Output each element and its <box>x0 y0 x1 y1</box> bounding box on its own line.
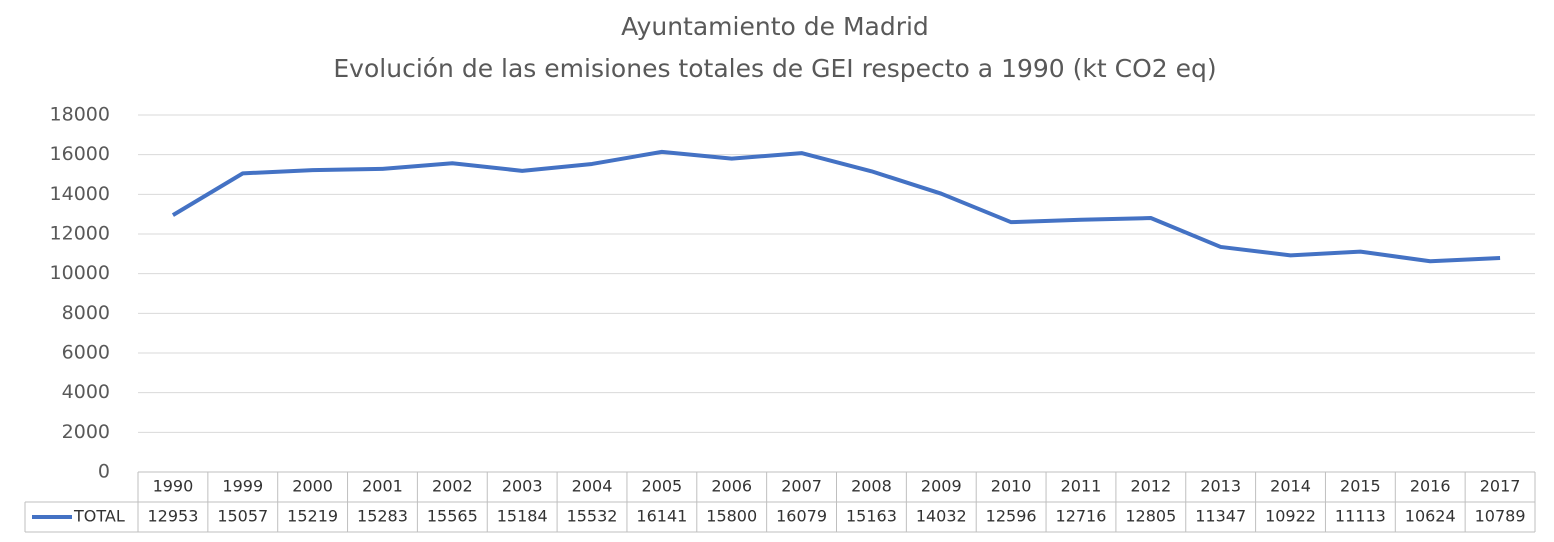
table-value: 11347 <box>1195 507 1246 526</box>
y-tick-label: 12000 <box>50 223 110 245</box>
x-tick-label: 2017 <box>1480 477 1521 496</box>
y-tick-label: 14000 <box>50 183 110 205</box>
table-value: 16079 <box>776 507 827 526</box>
x-tick-label: 2004 <box>572 477 613 496</box>
table-value: 15184 <box>497 507 548 526</box>
table-value: 15057 <box>217 507 268 526</box>
x-tick-label: 2003 <box>502 477 543 496</box>
legend-label: TOTAL <box>73 507 125 526</box>
table-value: 15283 <box>357 507 408 526</box>
y-tick-label: 10000 <box>50 262 110 284</box>
x-tick-label: 1999 <box>222 477 263 496</box>
table-value: 11113 <box>1335 507 1386 526</box>
y-tick-label: 4000 <box>62 381 110 403</box>
x-tick-label: 2010 <box>991 477 1032 496</box>
x-tick-label: 2006 <box>711 477 752 496</box>
chart-title: Ayuntamiento de Madrid <box>621 12 929 41</box>
y-tick-label: 6000 <box>62 342 110 364</box>
y-tick-label: 2000 <box>62 421 110 443</box>
table-value: 12953 <box>147 507 198 526</box>
table-value: 15219 <box>287 507 338 526</box>
x-tick-label: 2001 <box>362 477 403 496</box>
table-value: 12716 <box>1056 507 1107 526</box>
y-tick-label: 8000 <box>62 302 110 324</box>
x-tick-label: 2015 <box>1340 477 1381 496</box>
table-value: 10922 <box>1265 507 1316 526</box>
x-tick-label: 2009 <box>921 477 962 496</box>
x-tick-label: 2014 <box>1270 477 1311 496</box>
x-tick-label: 1990 <box>153 477 194 496</box>
table-value: 10624 <box>1405 507 1456 526</box>
x-tick-label: 2012 <box>1130 477 1171 496</box>
table-value: 14032 <box>916 507 967 526</box>
x-tick-label: 2013 <box>1200 477 1241 496</box>
x-tick-label: 2005 <box>642 477 683 496</box>
table-value: 12805 <box>1125 507 1176 526</box>
x-tick-label: 2011 <box>1061 477 1102 496</box>
table-value: 16141 <box>636 507 687 526</box>
table-value: 15565 <box>427 507 478 526</box>
table-value: 12596 <box>986 507 1037 526</box>
series-line <box>171 149 1501 264</box>
y-tick-label: 0 <box>98 461 110 483</box>
x-tick-label: 2000 <box>292 477 333 496</box>
y-tick-label: 18000 <box>50 104 110 126</box>
table-value: 15532 <box>567 507 618 526</box>
x-tick-label: 2016 <box>1410 477 1451 496</box>
x-tick-label: 2008 <box>851 477 892 496</box>
table-value: 10789 <box>1475 507 1526 526</box>
chart-subtitle: Evolución de las emisiones totales de GE… <box>333 54 1216 83</box>
table-value: 15800 <box>706 507 757 526</box>
table-value: 15163 <box>846 507 897 526</box>
x-tick-label: 2007 <box>781 477 822 496</box>
x-tick-label: 2002 <box>432 477 473 496</box>
y-tick-label: 16000 <box>50 143 110 165</box>
